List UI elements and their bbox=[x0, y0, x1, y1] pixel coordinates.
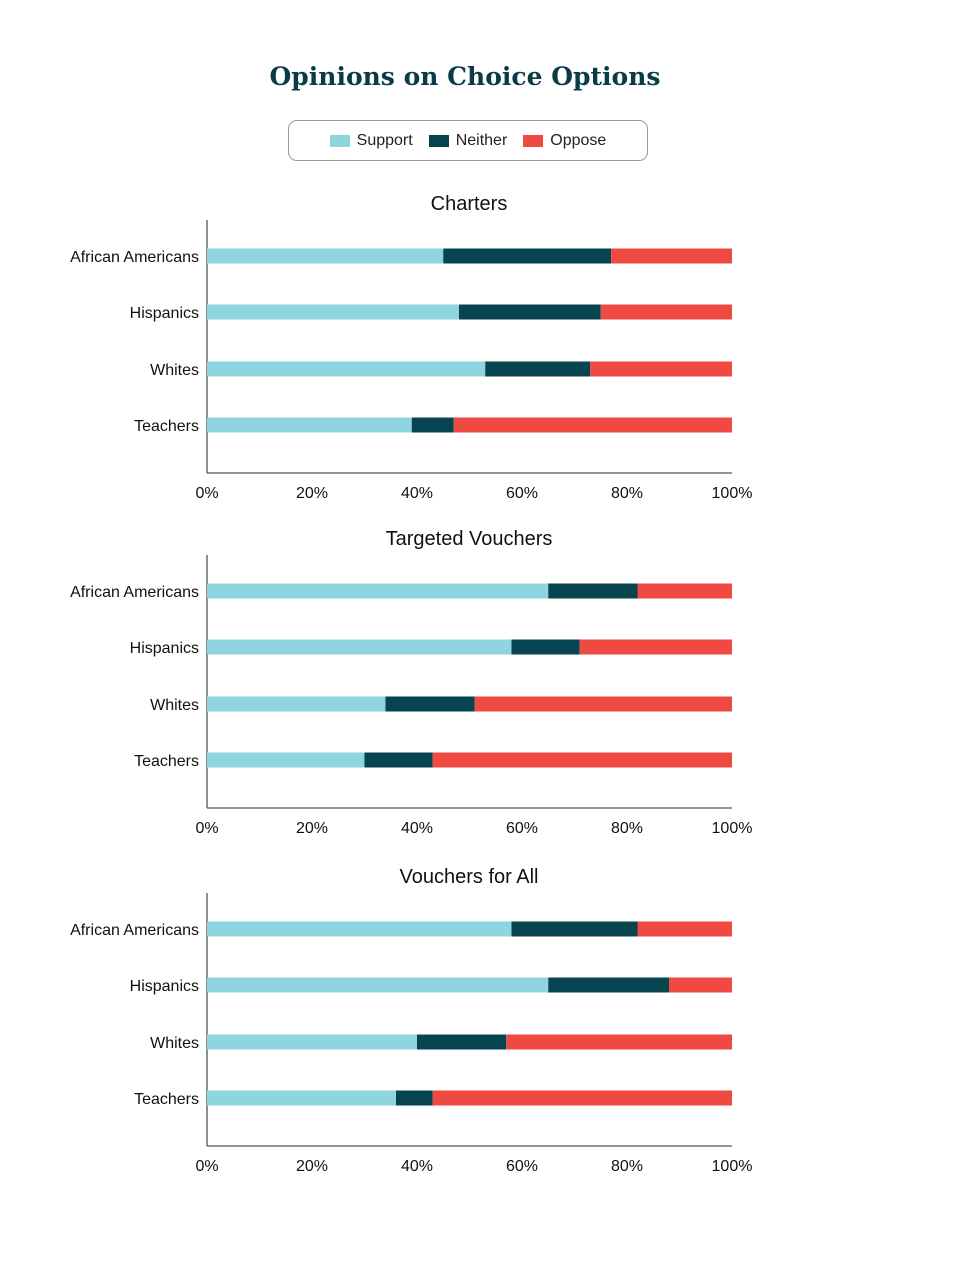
bar-segment-neither bbox=[511, 639, 580, 655]
bar-segment-support bbox=[207, 417, 412, 433]
category-label: African Americans bbox=[70, 584, 199, 601]
chart-charters: Charters African Americans Hispanics Whites… bbox=[70, 193, 753, 502]
category-label: Teachers bbox=[134, 418, 199, 435]
bar-segment-support bbox=[207, 1090, 396, 1106]
bar-segment-oppose bbox=[590, 361, 732, 377]
legend-swatch-support bbox=[329, 134, 350, 147]
bar-segment-support bbox=[207, 921, 512, 937]
chart-targeted-vouchers: Targeted Vouchers African Americans Hispan… bbox=[70, 528, 753, 837]
bar-segment-support bbox=[207, 696, 386, 712]
x-tick-label: 0% bbox=[195, 485, 218, 502]
x-tick-label: 40% bbox=[401, 820, 433, 837]
x-tick-label: 100% bbox=[712, 485, 753, 502]
x-tick-label: 20% bbox=[296, 820, 328, 837]
bar-segment-oppose bbox=[669, 977, 732, 993]
bar-segment-oppose bbox=[611, 248, 732, 264]
category-label: Whites bbox=[150, 362, 199, 379]
bar-segment-oppose bbox=[637, 921, 732, 937]
x-tick-label: 40% bbox=[401, 1158, 433, 1175]
bar-segment-support bbox=[207, 977, 549, 993]
bar-segment-neither bbox=[443, 248, 612, 264]
chart-legend: Support Neither Oppose bbox=[288, 120, 648, 161]
bar-segment-neither bbox=[411, 417, 454, 433]
chart-title: Charters bbox=[431, 193, 508, 215]
x-tick-label: 60% bbox=[506, 1158, 538, 1175]
x-tick-label: 0% bbox=[195, 1158, 218, 1175]
legend-label-oppose: Oppose bbox=[550, 131, 607, 149]
x-tick-label: 100% bbox=[712, 820, 753, 837]
bar-segment-neither bbox=[364, 752, 433, 768]
category-label: African Americans bbox=[70, 249, 199, 266]
legend-item-support: Support bbox=[329, 131, 413, 150]
bar-segment-support bbox=[207, 639, 512, 655]
legend-label-support: Support bbox=[356, 131, 413, 149]
x-tick-label: 80% bbox=[611, 1158, 643, 1175]
bar-segment-oppose bbox=[432, 1090, 732, 1106]
bar-segment-neither bbox=[485, 361, 591, 377]
page-title: Opinions on Choice Options bbox=[269, 62, 661, 91]
bar-segment-neither bbox=[511, 921, 638, 937]
chart-title: Targeted Vouchers bbox=[386, 528, 553, 550]
legend-swatch-oppose bbox=[523, 134, 544, 147]
legend-swatch-neither bbox=[428, 134, 449, 147]
legend-item-oppose: Oppose bbox=[523, 132, 606, 150]
bar-segment-neither bbox=[548, 583, 638, 599]
bar-segment-oppose bbox=[453, 417, 732, 433]
bar-segment-oppose bbox=[474, 696, 732, 712]
bar-segment-neither bbox=[548, 977, 669, 993]
bar-segment-oppose bbox=[432, 752, 732, 768]
legend-item-neither: Neither bbox=[428, 131, 508, 150]
bar-segment-support bbox=[207, 304, 459, 320]
x-tick-label: 60% bbox=[506, 820, 538, 837]
bar-segment-support bbox=[207, 583, 549, 599]
bar-segment-neither bbox=[459, 304, 601, 320]
category-label: African Americans bbox=[70, 922, 199, 939]
chart-title: Vouchers for All bbox=[400, 866, 539, 888]
bar-segment-support bbox=[207, 248, 444, 264]
category-label: Hispanics bbox=[130, 305, 199, 322]
chart-vouchers-for-all: Vouchers for All African Americans Hispani… bbox=[70, 866, 753, 1175]
category-label: Whites bbox=[150, 1035, 199, 1052]
x-tick-label: 40% bbox=[401, 485, 433, 502]
bar-segment-support bbox=[207, 361, 486, 377]
x-tick-label: 80% bbox=[611, 485, 643, 502]
bar-segment-oppose bbox=[637, 583, 732, 599]
bar-segment-oppose bbox=[506, 1034, 732, 1050]
category-label: Teachers bbox=[134, 1091, 199, 1108]
x-tick-label: 80% bbox=[611, 820, 643, 837]
x-tick-label: 100% bbox=[712, 1158, 753, 1175]
legend-label-neither: Neither bbox=[455, 131, 508, 149]
bar-segment-neither bbox=[417, 1034, 507, 1050]
category-label: Hispanics bbox=[130, 640, 199, 657]
x-tick-label: 20% bbox=[296, 485, 328, 502]
bar-segment-support bbox=[207, 752, 365, 768]
category-label: Whites bbox=[150, 697, 199, 714]
category-label: Teachers bbox=[134, 753, 199, 770]
bar-segment-neither bbox=[396, 1090, 433, 1106]
bar-segment-oppose bbox=[600, 304, 732, 320]
x-tick-label: 60% bbox=[506, 485, 538, 502]
x-tick-label: 20% bbox=[296, 1158, 328, 1175]
x-tick-label: 0% bbox=[195, 820, 218, 837]
bar-segment-support bbox=[207, 1034, 417, 1050]
bar-segment-oppose bbox=[579, 639, 732, 655]
bar-segment-neither bbox=[385, 696, 475, 712]
category-label: Hispanics bbox=[130, 978, 199, 995]
